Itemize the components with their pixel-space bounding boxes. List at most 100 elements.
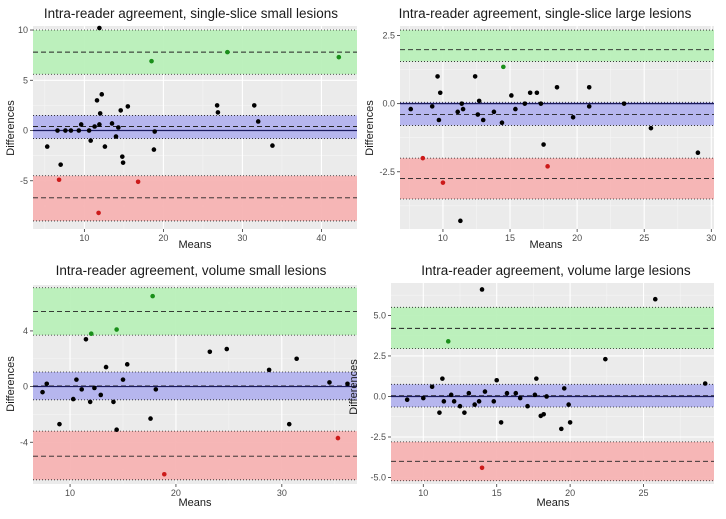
data-point <box>86 128 92 133</box>
data-point <box>491 399 497 404</box>
y-tick-label: 5.0 <box>373 310 386 320</box>
y-axis-label: Differences <box>5 100 17 156</box>
x-tick-label: 25 <box>639 233 649 243</box>
data-point <box>455 109 461 115</box>
x-tick-label: 30 <box>277 488 287 498</box>
data-point <box>695 150 701 156</box>
x-tick-label: 15 <box>505 233 515 243</box>
y-tick-label: -5 <box>20 176 28 186</box>
data-point <box>336 54 342 60</box>
x-tick-label: 30 <box>237 233 247 243</box>
data-point <box>404 397 410 403</box>
data-point <box>522 101 528 106</box>
data-point <box>532 392 538 398</box>
data-point <box>270 143 275 148</box>
data-point <box>586 85 592 90</box>
data-point <box>152 129 157 134</box>
lower-band <box>33 175 357 221</box>
data-point <box>116 125 121 130</box>
data-point <box>68 128 74 133</box>
data-point <box>457 403 463 409</box>
data-point <box>648 125 654 131</box>
x-tick-label: 20 <box>572 233 582 243</box>
panel-large-volume: Intra-reader agreement, volume large les… <box>348 263 714 509</box>
lower-band <box>33 431 357 480</box>
data-point <box>440 180 446 185</box>
data-point <box>58 162 63 167</box>
data-point <box>451 399 457 404</box>
x-tick-label: 25 <box>639 488 649 498</box>
data-point <box>161 471 167 477</box>
panel-small-volume: Intra-reader agreement, volume small les… <box>5 263 357 509</box>
data-point <box>40 389 45 395</box>
data-point <box>79 387 85 392</box>
x-tick-label: 20 <box>158 233 168 243</box>
data-point <box>224 346 230 352</box>
x-axis-label: Means <box>178 497 212 509</box>
panel-small-single-slice: Intra-reader agreement, single-slice sma… <box>5 6 357 251</box>
data-point <box>462 410 467 415</box>
data-point <box>266 367 272 373</box>
data-point <box>97 122 102 127</box>
x-tick-label: 15 <box>492 488 502 498</box>
data-point <box>92 385 97 391</box>
data-point <box>466 390 472 396</box>
data-point <box>566 402 571 407</box>
y-axis-label: Differences <box>5 356 17 412</box>
data-point <box>534 376 539 381</box>
x-tick-label: 10 <box>438 233 448 243</box>
data-point <box>435 74 440 79</box>
data-point <box>148 416 153 421</box>
data-point <box>541 411 546 417</box>
bias-band <box>33 115 357 139</box>
data-point <box>83 336 89 342</box>
y-tick-label: 4 <box>23 326 28 336</box>
bias-band <box>400 102 714 126</box>
data-point <box>480 117 486 123</box>
data-point <box>554 85 560 90</box>
y-tick-label: -2.5 <box>379 167 395 177</box>
data-point <box>114 427 119 433</box>
data-point <box>479 465 485 471</box>
data-point <box>125 104 131 109</box>
x-tick-label: 30 <box>706 233 716 243</box>
plot-area: 10 15 20 25 -5.0 -2.5 0.0 2.5 5.0 <box>370 283 714 498</box>
x-axis-label: Means <box>529 239 563 251</box>
data-point <box>472 402 477 407</box>
upper-band <box>400 30 714 62</box>
data-point <box>251 103 257 108</box>
data-point <box>436 117 442 123</box>
data-point <box>475 112 481 117</box>
y-tick-label: -2.5 <box>370 432 386 442</box>
data-point <box>567 420 573 425</box>
panel-title: Intra-reader agreement, volume small les… <box>56 263 327 278</box>
data-point <box>545 164 550 169</box>
data-point <box>87 399 93 405</box>
panel-title: Intra-reader agreement, volume large les… <box>421 263 691 278</box>
data-point <box>458 218 463 224</box>
data-point <box>70 396 76 402</box>
data-point <box>437 90 443 96</box>
data-point <box>255 119 261 124</box>
data-point <box>472 74 478 79</box>
data-point <box>491 109 497 115</box>
data-point <box>97 111 103 116</box>
data-point <box>92 124 97 129</box>
data-point <box>97 25 102 31</box>
y-tick-label: 2.5 <box>382 31 395 41</box>
data-point <box>702 381 708 386</box>
data-point <box>437 410 442 415</box>
panel-large-single-slice: Intra-reader agreement, single-slice lar… <box>364 6 716 251</box>
data-point <box>586 104 592 109</box>
data-point <box>120 377 126 382</box>
data-point <box>603 356 608 362</box>
data-point <box>445 339 451 344</box>
data-point <box>441 399 447 404</box>
y-tick-label: 5 <box>23 75 28 85</box>
data-point <box>94 98 100 103</box>
data-point <box>55 128 60 133</box>
data-point <box>479 287 485 292</box>
y-tick-label: 2.5 <box>373 351 386 361</box>
x-tick-label: 20 <box>171 488 181 498</box>
